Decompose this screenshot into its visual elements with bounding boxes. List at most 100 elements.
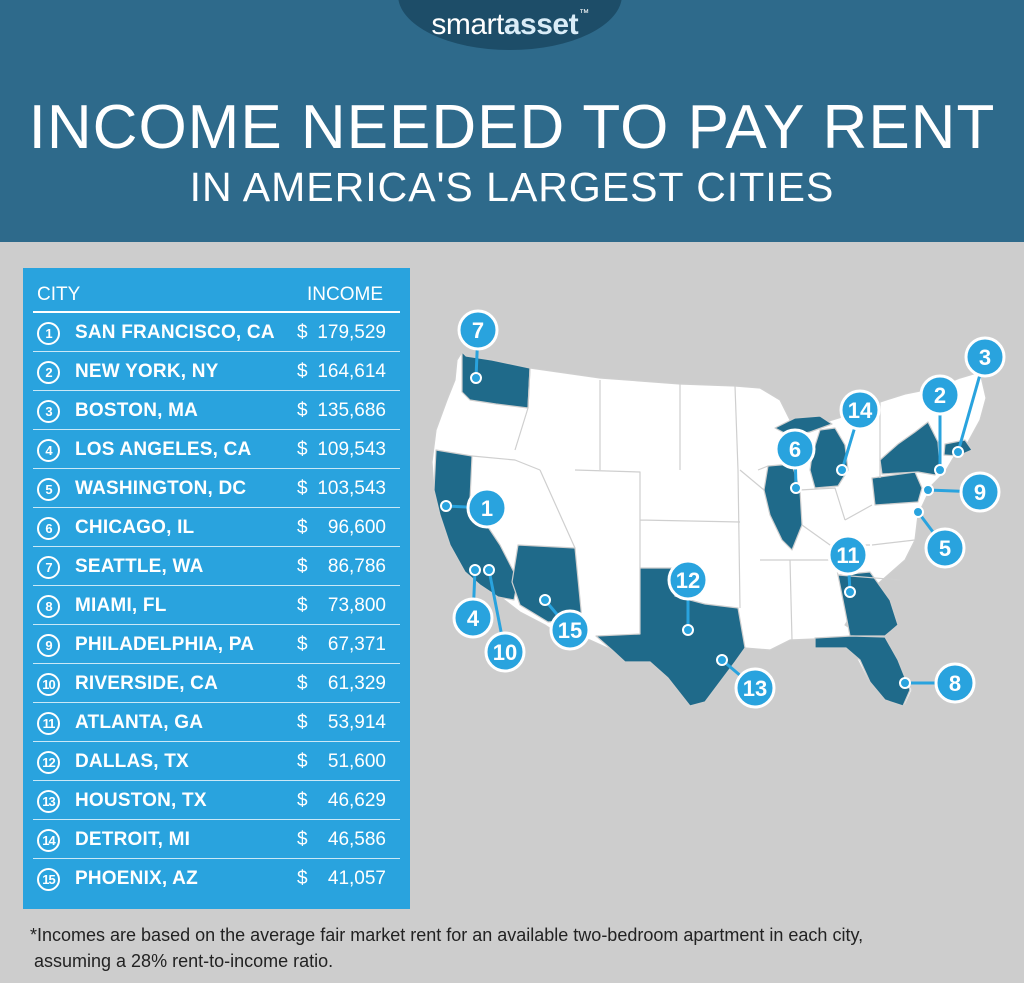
rank-badge: 13: [37, 790, 60, 813]
trademark-symbol: ™: [579, 8, 589, 19]
marker-label: 1: [481, 496, 493, 521]
page-subtitle: IN AMERICA'S LARGEST CITIES: [189, 164, 835, 210]
marker-label: 12: [676, 568, 700, 593]
city-dot: [922, 484, 934, 496]
rank-badge: 15: [37, 868, 60, 891]
currency-symbol: $: [297, 595, 308, 616]
state-texas: [595, 567, 746, 707]
rank-badge: 10: [37, 673, 60, 696]
currency-symbol: $: [297, 517, 308, 538]
state-lines: [471, 367, 916, 641]
map-marker: 7: [457, 309, 499, 384]
map-marker: 9: [922, 471, 1001, 513]
currency-symbol: $: [297, 751, 308, 772]
table-row: 6 CHICAGO, IL $96,600: [33, 508, 400, 547]
city-dot: [539, 594, 551, 606]
map-marker: 5: [912, 506, 966, 569]
marker-circle: [734, 667, 776, 709]
marker-circle: [457, 309, 499, 351]
marker-label: 3: [979, 345, 991, 370]
currency-symbol: $: [297, 439, 308, 460]
table-body: 1 SAN FRANCISCO, CA $179,529 2 NEW YORK, NY $…: [33, 313, 400, 897]
state-florida: [814, 635, 911, 707]
column-header-income: INCOME: [307, 284, 383, 305]
brand-logo[interactable]: smartasset™: [398, 8, 622, 42]
city-name: WASHINGTON, DC: [75, 478, 247, 499]
marker-circle: [934, 662, 976, 704]
brand-name-part2: asset: [503, 8, 579, 41]
rank-badge: 6: [37, 517, 60, 540]
marker-label: 11: [836, 543, 859, 568]
rank-badge: 2: [37, 361, 60, 384]
city-dot: [899, 677, 911, 689]
rank-badge: 11: [37, 712, 60, 735]
city-dot: [440, 500, 452, 512]
marker-circle: [667, 559, 709, 601]
table-row: 3 BOSTON, MA $135,686: [33, 391, 400, 430]
table-row: 5 WASHINGTON, DC $103,543: [33, 469, 400, 508]
income-value: 96,600: [327, 517, 386, 538]
marker-circle: [466, 487, 508, 529]
column-header-city: CITY: [37, 284, 81, 305]
income-value: 51,600: [327, 751, 386, 772]
currency-symbol: $: [297, 634, 308, 655]
marker-label: 15: [558, 618, 582, 643]
city-dot: [469, 564, 481, 576]
rank-badge: 4: [37, 439, 60, 462]
header-divider: [33, 311, 400, 313]
marker-circle: [549, 609, 591, 651]
rank-badge: 7: [37, 556, 60, 579]
currency-symbol: $: [297, 322, 308, 343]
brand-name-part1: smart: [431, 8, 504, 41]
city-dot: [470, 372, 482, 384]
footnote-line-2: assuming a 28% rent-to-income ratio.: [34, 951, 334, 971]
marker-circle: [452, 597, 494, 639]
rank-badge: 5: [37, 478, 60, 501]
table-row: 4 LOS ANGELES, CA $109,543: [33, 430, 400, 469]
city-name: DALLAS, TX: [75, 751, 189, 772]
table-row: 11 ATLANTA, GA $53,914: [33, 703, 400, 742]
rank-badge: 12: [37, 751, 60, 774]
income-value: 86,786: [327, 556, 386, 577]
city-name: LOS ANGELES, CA: [75, 439, 252, 460]
currency-symbol: $: [297, 790, 308, 811]
marker-circle: [959, 471, 1001, 513]
income-value: 135,686: [317, 400, 386, 421]
city-name: PHOENIX, AZ: [75, 868, 198, 889]
marker-label: 5: [939, 536, 951, 561]
marker-circle: [827, 534, 869, 576]
income-value: 53,914: [327, 712, 386, 733]
table-row: 15 PHOENIX, AZ $41,057: [33, 859, 400, 897]
income-value: 73,800: [327, 595, 386, 616]
city-dot: [836, 464, 848, 476]
rank-badge: 14: [37, 829, 60, 852]
rank-badge: 9: [37, 634, 60, 657]
map-marker: 15: [539, 594, 591, 651]
income-value: 103,543: [317, 478, 386, 499]
table-row: 10 RIVERSIDE, CA $61,329: [33, 664, 400, 703]
income-value: 46,586: [327, 829, 386, 850]
city-dot: [934, 464, 946, 476]
income-value: 41,057: [327, 868, 386, 889]
marker-label: 13: [743, 676, 767, 701]
marker-circle: [924, 527, 966, 569]
city-dot: [483, 564, 495, 576]
marker-circle: [964, 336, 1006, 378]
city-name: ATLANTA, GA: [75, 712, 204, 733]
currency-symbol: $: [297, 478, 308, 499]
rank-badge: 1: [37, 322, 60, 345]
map-marker: 6: [774, 428, 816, 494]
rank-badge: 3: [37, 400, 60, 423]
city-name: HOUSTON, TX: [75, 790, 207, 811]
map-marker: 1: [440, 487, 508, 529]
marker-label: 14: [848, 398, 873, 423]
city-name: SAN FRANCISCO, CA: [75, 322, 275, 343]
marker-circle: [839, 389, 881, 431]
income-table: CITY INCOME 1 SAN FRANCISCO, CA $179,529 2 N…: [23, 268, 410, 909]
currency-symbol: $: [297, 673, 308, 694]
city-name: MIAMI, FL: [75, 595, 167, 616]
map-marker: 2: [919, 374, 961, 476]
map-marker: 3: [952, 336, 1006, 458]
